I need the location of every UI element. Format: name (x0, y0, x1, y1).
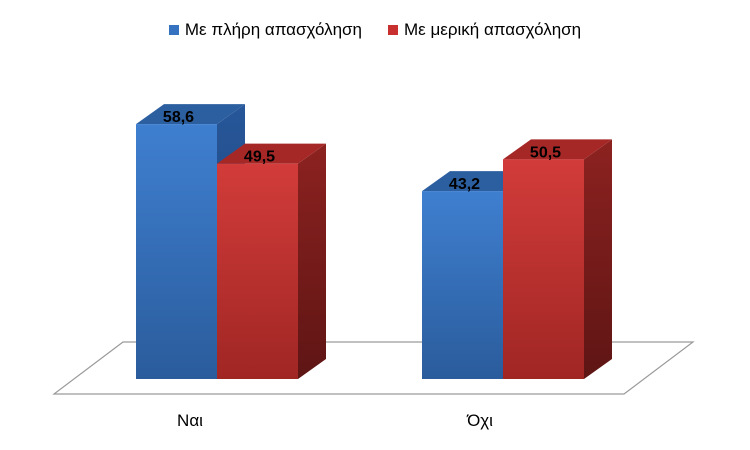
legend-label-part-time: Με μερική απασχόληση (404, 20, 582, 39)
legend-item-full-time: Με πλήρη απασχόληση (168, 20, 363, 40)
bar-side-1-1 (584, 139, 612, 379)
category-label-1: Όχι (466, 411, 493, 430)
data-label-0-1: 49,5 (244, 149, 275, 166)
legend-label-full-time: Με πλήρη απασχόληση (184, 20, 363, 39)
data-label-1-0: 43,2 (449, 176, 480, 193)
bar-0-1 (217, 143, 326, 379)
legend-swatch-full-time (168, 25, 179, 35)
bar-1-1 (503, 139, 612, 379)
legend: Με πλήρη απασχόληση Με μερική απασχόληση (0, 20, 750, 40)
labels-group: 58,6 49,5 Ναι 43,2 50,5 Όχι (163, 109, 561, 430)
legend-item-part-time: Με μερική απασχόληση (388, 20, 581, 40)
bar-side-0-1 (298, 143, 326, 379)
bars-group (136, 104, 612, 379)
bar-top-0-1 (217, 143, 326, 164)
bar-top-1-1 (503, 139, 612, 160)
legend-swatch-part-time (388, 25, 399, 35)
data-label-0-0: 58,6 (163, 109, 194, 126)
bar-front-1-0 (422, 191, 503, 379)
bar-front-0-0 (136, 124, 217, 379)
data-label-1-1: 50,5 (530, 144, 561, 161)
bar-front-0-1 (217, 163, 298, 379)
category-label-0: Ναι (177, 411, 203, 430)
bar-0-0 (136, 104, 245, 379)
bar-front-1-1 (503, 159, 584, 379)
bar-top-0-0 (136, 104, 245, 125)
